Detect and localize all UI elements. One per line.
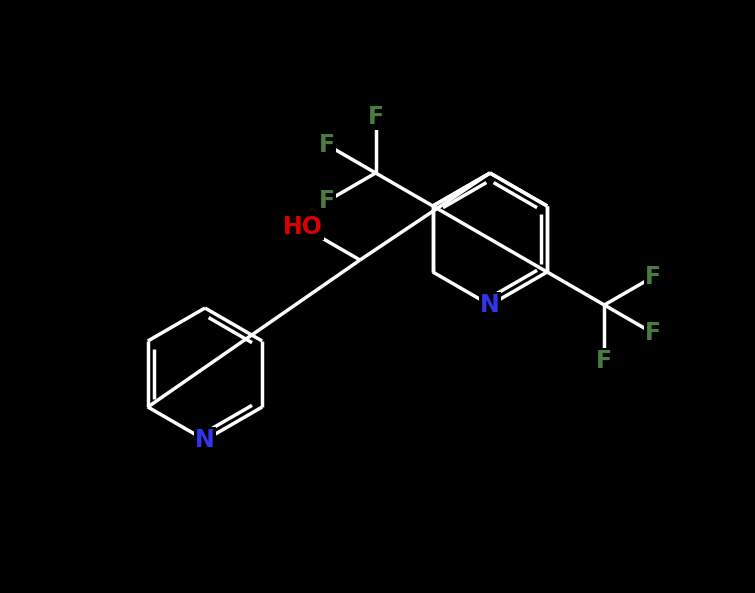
Text: N: N xyxy=(480,293,500,317)
Text: N: N xyxy=(195,428,215,452)
Text: F: F xyxy=(319,189,335,213)
Text: F: F xyxy=(596,349,612,373)
Text: F: F xyxy=(319,133,335,157)
Text: HO: HO xyxy=(283,215,323,239)
Text: F: F xyxy=(368,105,384,129)
Text: F: F xyxy=(645,265,661,289)
Text: F: F xyxy=(645,321,661,345)
